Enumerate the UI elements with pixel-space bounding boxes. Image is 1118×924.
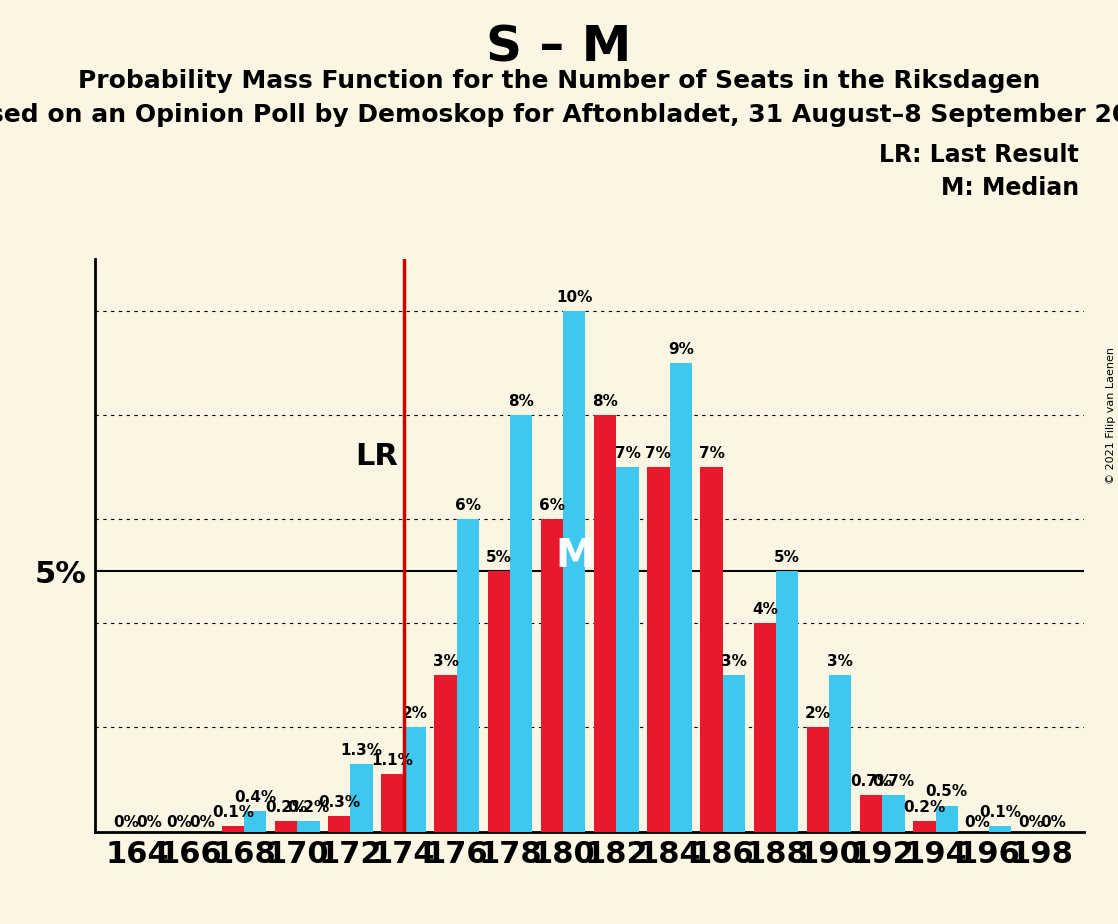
Text: 0.2%: 0.2%	[287, 800, 330, 815]
Bar	[882, 796, 904, 832]
Text: 1.3%: 1.3%	[341, 743, 382, 758]
Text: LR: Last Result: LR: Last Result	[879, 143, 1079, 167]
Text: 8%: 8%	[593, 394, 618, 408]
Bar	[328, 816, 350, 832]
Text: 5%: 5%	[486, 550, 512, 565]
Bar	[541, 519, 563, 832]
Bar	[616, 467, 638, 832]
Text: 6%: 6%	[455, 498, 481, 513]
Bar	[830, 675, 852, 832]
Text: 0%: 0%	[965, 815, 991, 830]
Text: M: Median: M: Median	[940, 176, 1079, 200]
Text: 8%: 8%	[509, 394, 534, 408]
Text: 0.2%: 0.2%	[265, 800, 307, 815]
Bar	[244, 810, 266, 832]
Text: Based on an Opinion Poll by Demoskop for Aftonbladet, 31 August–8 September 2021: Based on an Opinion Poll by Demoskop for…	[0, 103, 1118, 128]
Bar	[510, 415, 532, 832]
Bar	[563, 310, 586, 832]
Text: 0.5%: 0.5%	[926, 784, 968, 799]
Bar	[860, 796, 882, 832]
Text: 9%: 9%	[667, 342, 693, 357]
Text: 7%: 7%	[645, 445, 671, 461]
Text: 4%: 4%	[751, 602, 778, 617]
Text: 7%: 7%	[699, 445, 724, 461]
Text: 0.1%: 0.1%	[211, 805, 254, 821]
Bar	[670, 363, 692, 832]
Text: 0.3%: 0.3%	[319, 795, 360, 809]
Text: © 2021 Filip van Laenen: © 2021 Filip van Laenen	[1106, 347, 1116, 484]
Bar	[913, 821, 936, 832]
Text: 0%: 0%	[167, 815, 192, 830]
Bar	[381, 774, 404, 832]
Bar	[722, 675, 745, 832]
Bar	[776, 571, 798, 832]
Text: 0%: 0%	[114, 815, 140, 830]
Bar	[457, 519, 480, 832]
Text: 3%: 3%	[433, 654, 458, 669]
Bar	[487, 571, 510, 832]
Text: 7%: 7%	[615, 445, 641, 461]
Text: 0.2%: 0.2%	[903, 800, 946, 815]
Text: LR: LR	[356, 442, 398, 471]
Text: 0.7%: 0.7%	[850, 774, 892, 789]
Bar	[297, 821, 320, 832]
Bar	[807, 727, 830, 832]
Bar	[647, 467, 670, 832]
Bar	[275, 821, 297, 832]
Text: 6%: 6%	[539, 498, 565, 513]
Bar	[754, 624, 776, 832]
Text: 3%: 3%	[827, 654, 853, 669]
Text: 0.4%: 0.4%	[234, 789, 276, 805]
Text: 5%: 5%	[774, 550, 800, 565]
Bar	[350, 764, 372, 832]
Text: 0.1%: 0.1%	[979, 805, 1021, 821]
Text: 3%: 3%	[721, 654, 747, 669]
Bar	[936, 806, 958, 832]
Text: 2%: 2%	[805, 706, 831, 722]
Text: 0%: 0%	[1040, 815, 1065, 830]
Bar	[988, 826, 1011, 832]
Text: Probability Mass Function for the Number of Seats in the Riksdagen: Probability Mass Function for the Number…	[78, 69, 1040, 93]
Bar	[221, 826, 244, 832]
Text: S – M: S – M	[486, 23, 632, 71]
Bar	[700, 467, 722, 832]
Text: 0%: 0%	[1017, 815, 1044, 830]
Text: 0%: 0%	[135, 815, 162, 830]
Bar	[404, 727, 426, 832]
Text: 0%: 0%	[189, 815, 215, 830]
Bar	[594, 415, 616, 832]
Text: 2%: 2%	[401, 706, 428, 722]
Text: 0.7%: 0.7%	[872, 774, 915, 789]
Bar	[435, 675, 457, 832]
Text: M: M	[555, 537, 594, 575]
Text: 1.1%: 1.1%	[371, 753, 414, 768]
Text: 10%: 10%	[556, 289, 593, 305]
